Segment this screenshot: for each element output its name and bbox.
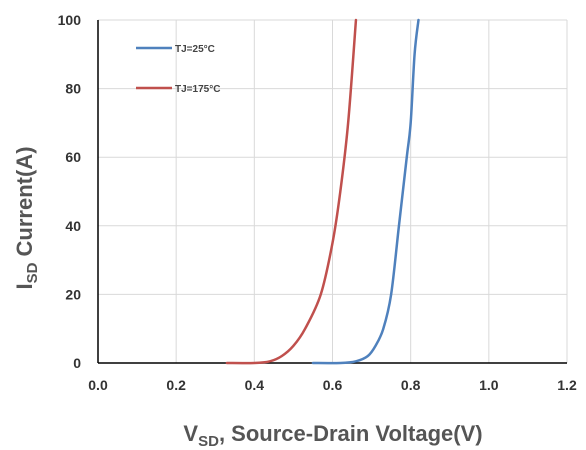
x-tick-label: 0.2	[166, 377, 186, 393]
y-tick-label: 100	[58, 12, 82, 28]
series-line-tj25	[311, 18, 420, 365]
y-tick-label: 60	[65, 149, 81, 165]
legend: TJ=25°C TJ=175°C	[136, 44, 220, 95]
legend-label: TJ=175°C	[175, 84, 220, 95]
x-tick-label: 0.0	[88, 377, 108, 393]
y-tick-label: 0	[73, 355, 81, 371]
x-tick-label: 1.0	[479, 377, 499, 393]
y-axis-title: ISD Current(A)	[12, 146, 41, 289]
series-lines	[225, 18, 420, 365]
x-axis-title: VSD, Source-Drain Voltage(V)	[183, 421, 482, 450]
x-tick-label: 0.8	[401, 377, 421, 393]
grid	[97, 19, 568, 364]
y-tick-label: 20	[65, 286, 81, 302]
x-tick-label: 0.6	[323, 377, 343, 393]
y-tick-label: 40	[65, 218, 81, 234]
legend-label: TJ=25°C	[175, 44, 215, 55]
x-tick-label: 0.4	[245, 377, 265, 393]
tick-labels: 0.0 0.2 0.4 0.6 0.8 1.0 1.2 0 20 40 60 80 100	[58, 12, 577, 393]
x-tick-label: 1.2	[557, 377, 577, 393]
series-line-tj175	[225, 18, 358, 365]
y-tick-label: 80	[65, 81, 81, 97]
